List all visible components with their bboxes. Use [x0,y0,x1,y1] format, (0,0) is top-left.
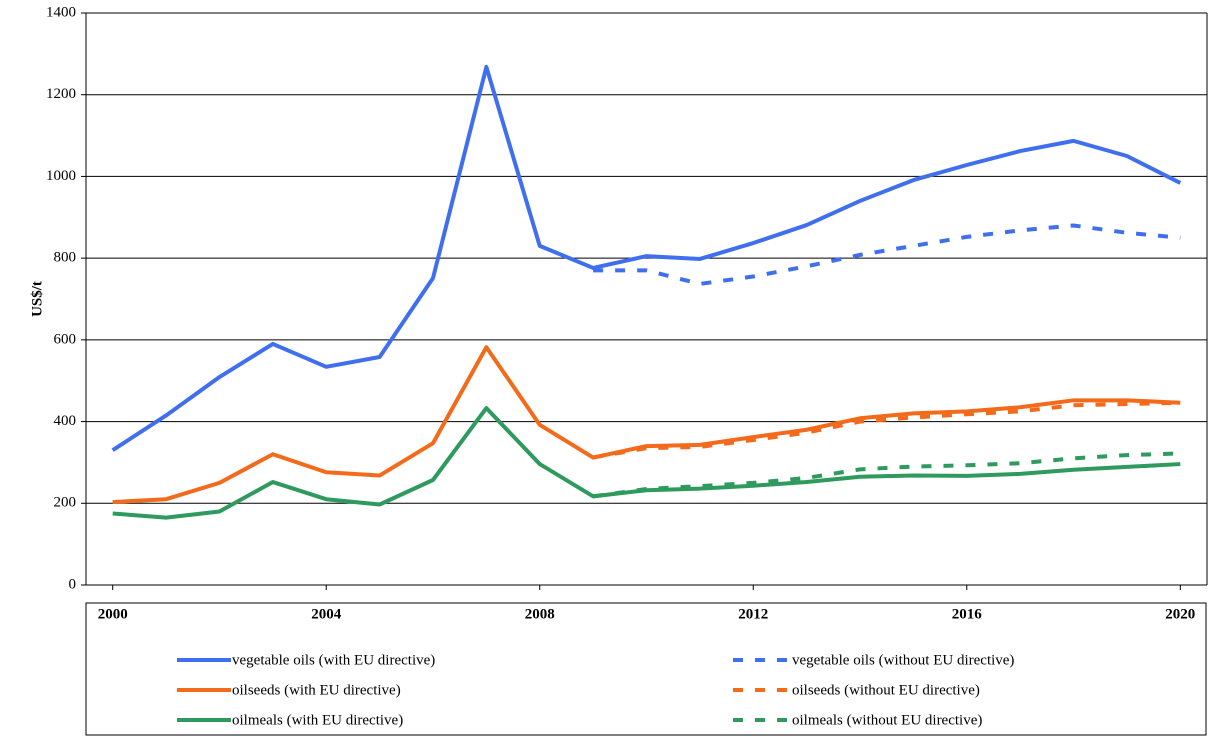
legend-box [85,602,1207,736]
y-axis-label: US$/t [29,281,45,317]
series-line [112,406,1181,520]
x-tick-label: 2016 [952,606,983,622]
series-line [111,64,1182,452]
y-tick-label: 0 [69,576,77,592]
y-tick-label: 1000 [46,168,76,184]
y-tick-label: 200 [54,495,77,511]
legend-label: oilmeals (without EU directive) [792,712,982,728]
y-tick-label: 800 [54,250,77,266]
series-line [593,223,1181,286]
y-tick-label: 400 [54,413,77,429]
legend-label: oilseeds (without EU directive) [792,682,980,698]
legend-label: oilseeds (with EU directive) [232,682,401,698]
series-line [592,451,1181,499]
x-tick-label: 2012 [738,606,768,622]
x-tick-label: 2004 [311,606,342,622]
x-tick-label: 2000 [98,606,128,622]
series-line [112,345,1181,505]
legend-label: vegetable oils (without EU directive) [792,652,1014,668]
legend-label: vegetable oils (with EU directive) [232,652,435,668]
x-tick-label: 2020 [1165,606,1195,622]
series-line [592,400,1181,460]
y-tick-label: 600 [54,331,77,347]
legend-label: oilmeals (with EU directive) [232,712,403,728]
y-tick-label: 1400 [46,4,76,20]
x-tick-label: 2008 [525,606,555,622]
y-tick-label: 1200 [46,86,76,102]
